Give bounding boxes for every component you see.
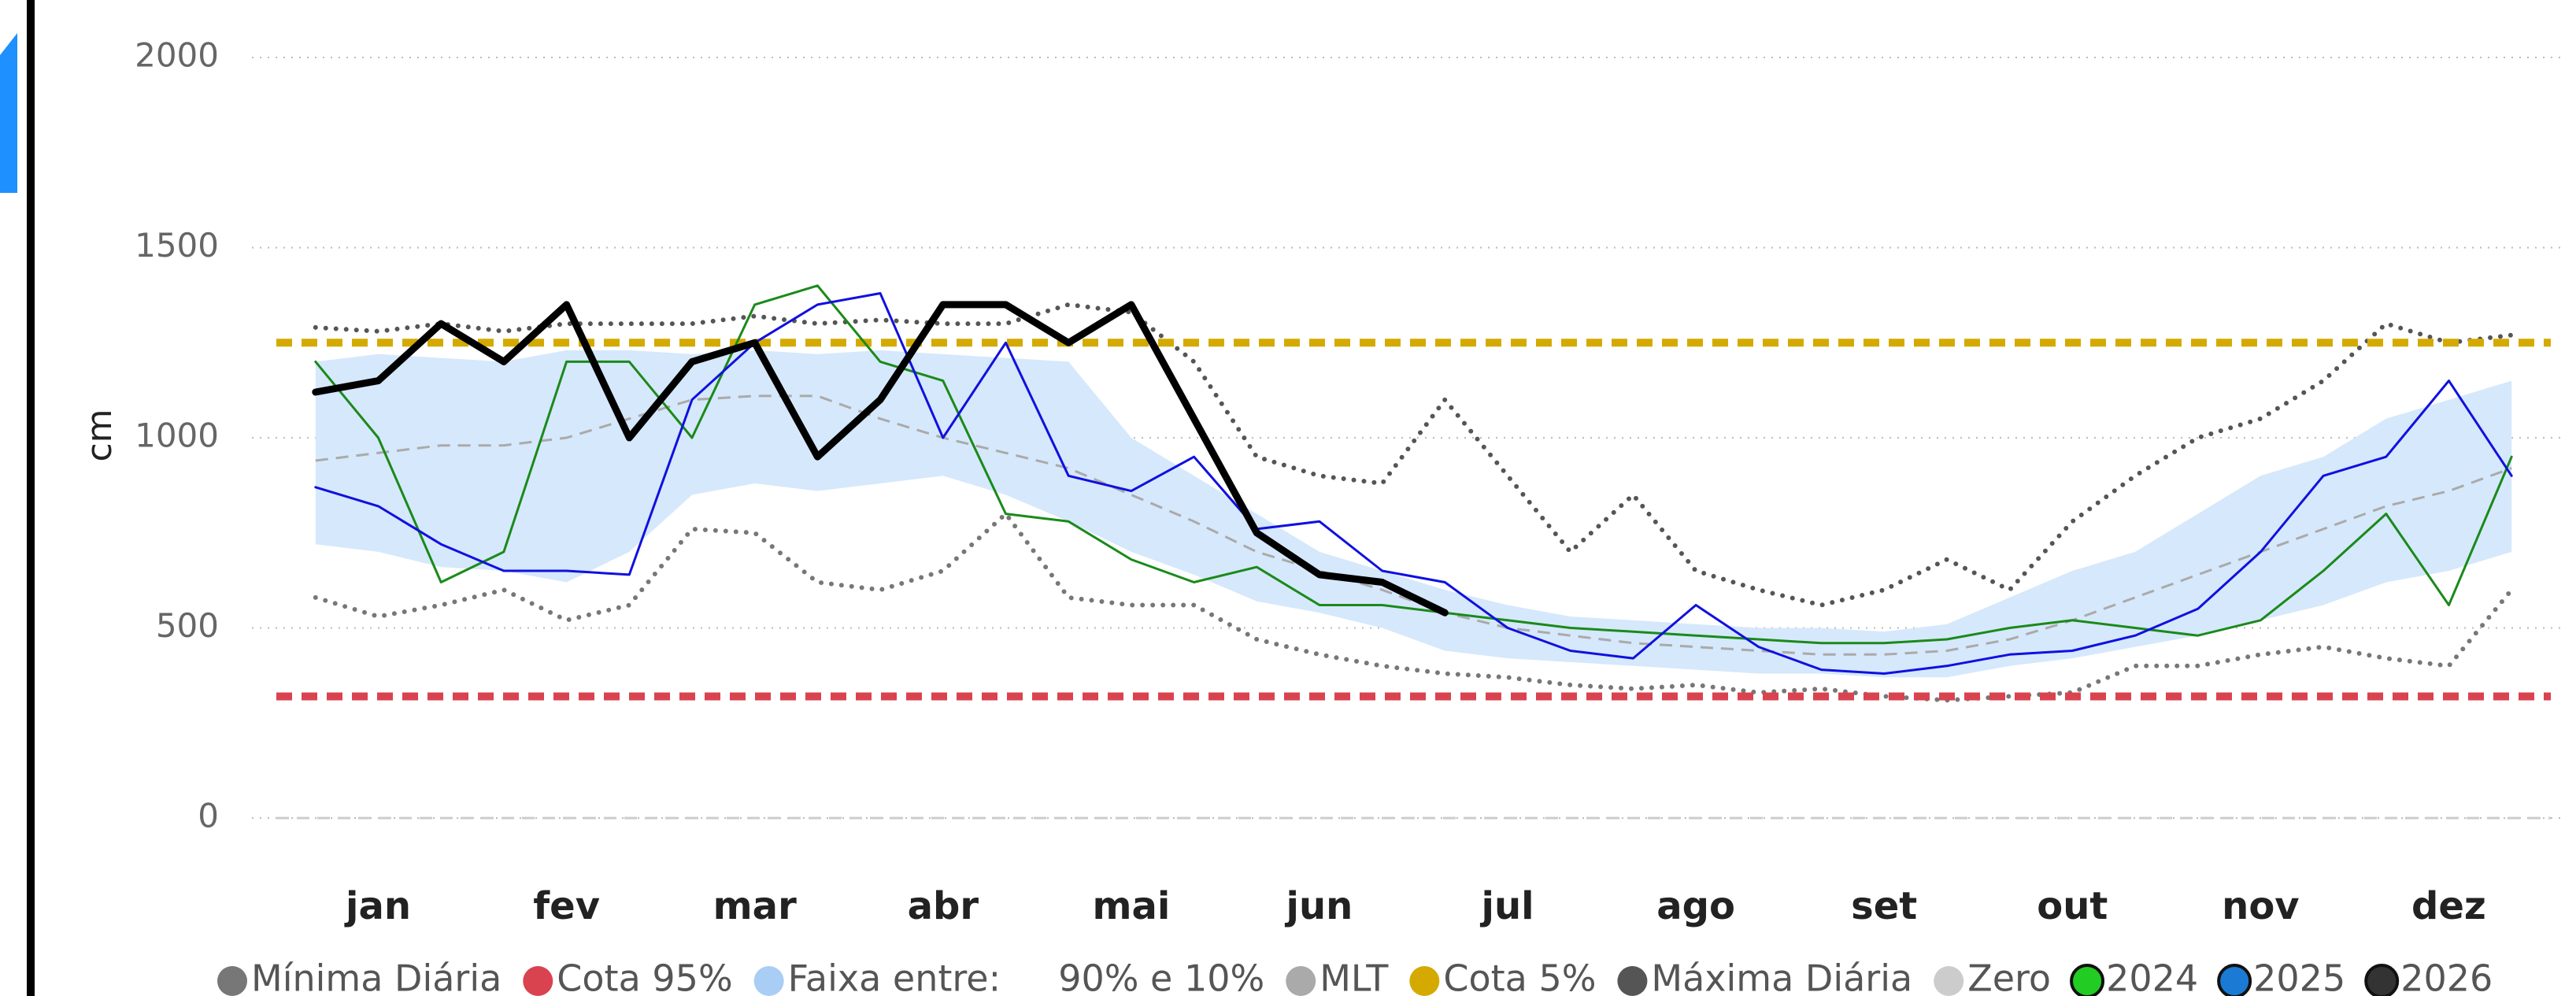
legend-marker [217,966,247,996]
legend-label: Zero [1967,957,2051,996]
legend-label: Faixa entre: 90% e 10% [788,957,1265,996]
x-tick-label: out [2037,884,2108,928]
x-tick-label: mar [713,884,797,928]
legend-marker [753,966,784,996]
x-tick-label: abr [908,884,979,928]
legend-label: Cota 95% [557,957,732,996]
legend-label: Cota 5% [1443,957,1596,996]
x-tick-label: dez [2411,884,2486,928]
y-tick-label: 0 [198,797,219,835]
x-tick-label: fev [533,884,600,928]
series-line [314,284,2513,645]
band-area [315,350,2512,678]
x-tick-label: jun [1285,884,1353,928]
y-axis-label: cm [80,409,120,461]
legend: Mínima Diária Cota 95% Faixa entre: 90% e … [217,957,2493,996]
legend-marker [2217,964,2252,996]
legend-label: Mínima Diária [251,957,502,996]
legend-marker [1617,966,1648,996]
left-border [27,0,35,996]
legend-label: 2024 [2106,957,2198,996]
legend-marker [2070,964,2105,996]
legend-marker [2364,964,2400,996]
x-tick-label: jan [344,884,411,928]
y-tick-label: 2000 [135,36,219,75]
legend-label: Máxima Diária [1651,957,1912,996]
y-tick-label: 1000 [135,417,219,455]
series-line [312,301,1449,616]
series-line [314,292,2513,675]
legend-label: 2026 [2400,957,2493,996]
x-tick-label: set [1851,884,1917,928]
legend-marker [1934,966,1964,996]
x-tick-label: ago [1656,884,1735,928]
x-tick-label: jul [1480,884,1534,928]
series-line [315,394,2512,656]
legend-label: 2025 [2253,957,2345,996]
series-line [313,511,2515,703]
side-arrow [0,33,17,193]
legend-label: MLT [1319,957,1389,996]
x-tick-label: nov [2222,884,2299,928]
legend-marker [1286,966,1316,996]
legend-marker [523,966,553,996]
legend-marker [1409,966,1440,996]
y-tick-label: 1500 [135,226,219,265]
x-tick-label: mai [1092,884,1170,928]
series-line [313,302,2515,608]
y-tick-label: 500 [156,606,219,645]
